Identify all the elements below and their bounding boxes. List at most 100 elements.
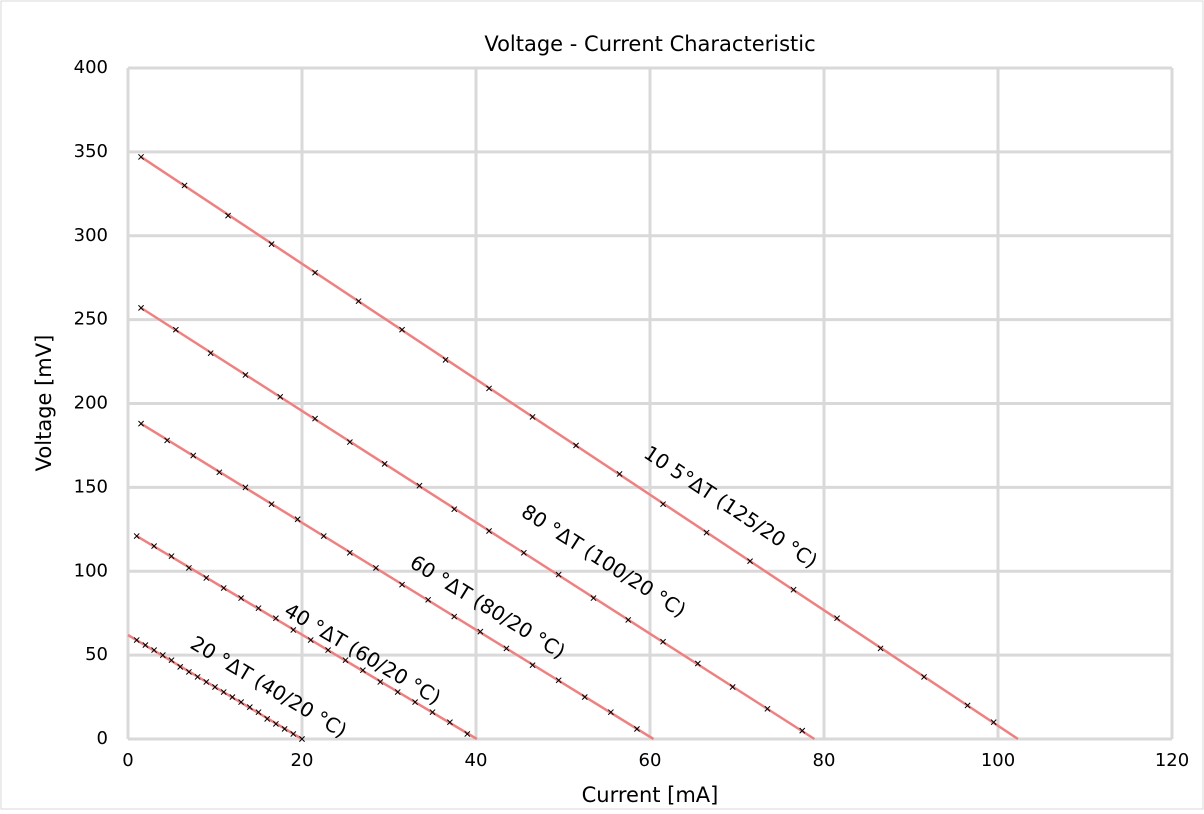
data-point — [790, 586, 797, 593]
data-point — [168, 553, 175, 560]
data-point — [607, 709, 614, 716]
data-point — [272, 720, 279, 727]
data-point — [220, 689, 227, 695]
data-point — [290, 731, 297, 737]
data-point — [229, 694, 236, 701]
data-point — [172, 326, 179, 333]
data-point — [346, 439, 353, 446]
x-tick-label: 40 — [465, 750, 488, 771]
y-tick-label: 50 — [85, 644, 108, 665]
fit-line — [140, 422, 655, 741]
x-tick-label: 80 — [813, 750, 836, 771]
data-point — [207, 350, 214, 357]
data-point — [225, 212, 232, 219]
y-tick-label: 250 — [74, 309, 108, 330]
data-point — [138, 304, 145, 311]
data-point — [242, 484, 249, 491]
data-point — [633, 725, 640, 732]
data-point — [312, 269, 319, 276]
data-point — [377, 679, 384, 685]
data-point — [590, 595, 597, 602]
data-point — [372, 564, 379, 571]
data-point — [529, 662, 536, 669]
fit-line — [140, 306, 816, 741]
data-point — [216, 469, 223, 476]
y-tick-label: 150 — [74, 476, 108, 497]
x-axis-label: Current [mA] — [582, 783, 719, 807]
data-point — [203, 679, 210, 685]
data-point — [307, 637, 314, 643]
data-point — [799, 727, 806, 734]
data-point — [616, 471, 623, 477]
data-point — [520, 549, 527, 556]
data-point — [464, 731, 471, 737]
data-point — [277, 393, 284, 400]
data-point — [238, 699, 245, 706]
data-point — [581, 694, 588, 701]
data-point — [346, 549, 353, 556]
data-point — [764, 705, 771, 712]
data-point — [312, 415, 319, 422]
data-point — [416, 482, 423, 489]
data-point — [159, 652, 166, 659]
data-point — [555, 571, 562, 578]
data-point — [451, 506, 458, 513]
data-point — [399, 326, 406, 333]
data-point — [246, 704, 253, 711]
data-point — [220, 585, 227, 591]
x-tick-label: 100 — [981, 750, 1015, 771]
data-point — [133, 533, 140, 539]
data-point — [442, 356, 449, 363]
data-point — [299, 736, 305, 742]
data-point — [625, 616, 632, 623]
data-point — [320, 533, 327, 539]
data-point — [355, 298, 362, 305]
x-tick-label: 20 — [291, 750, 314, 771]
data-point — [429, 709, 436, 716]
data-point — [142, 642, 149, 649]
data-point — [177, 663, 184, 670]
data-point — [164, 437, 171, 444]
x-tick-label: 60 — [639, 750, 662, 771]
data-point — [694, 660, 701, 667]
data-point — [190, 452, 197, 459]
data-point — [133, 637, 140, 643]
y-tick-label: 400 — [74, 57, 108, 78]
data-point — [990, 719, 997, 726]
data-point — [342, 657, 349, 664]
data-point — [381, 460, 388, 467]
x-tick-label: 0 — [122, 750, 133, 771]
data-point — [446, 719, 453, 726]
data-point — [264, 715, 271, 722]
data-point — [399, 581, 406, 588]
data-point — [660, 638, 667, 645]
y-tick-label: 200 — [74, 393, 108, 414]
data-point — [268, 241, 275, 248]
data-point — [555, 677, 562, 684]
data-point — [703, 529, 710, 536]
fit-line — [140, 155, 1019, 741]
y-tick-label: 350 — [74, 141, 108, 162]
data-point — [138, 420, 145, 427]
data-point — [168, 657, 175, 664]
fit-line — [136, 534, 478, 741]
data-point — [834, 615, 841, 622]
data-point — [212, 684, 218, 690]
y-tick-label: 100 — [74, 560, 108, 581]
data-point — [185, 668, 192, 675]
data-point — [486, 528, 493, 534]
data-point — [294, 516, 301, 523]
data-point — [325, 647, 332, 654]
data-point — [185, 564, 192, 571]
data-point — [272, 615, 279, 622]
chart-title: Voltage - Current Characteristic — [484, 32, 815, 56]
data-point — [138, 153, 145, 160]
data-point — [729, 684, 736, 690]
data-point — [503, 645, 510, 652]
data-point — [290, 627, 297, 633]
data-point — [451, 613, 458, 620]
data-point — [477, 628, 484, 635]
data-point — [151, 543, 158, 550]
